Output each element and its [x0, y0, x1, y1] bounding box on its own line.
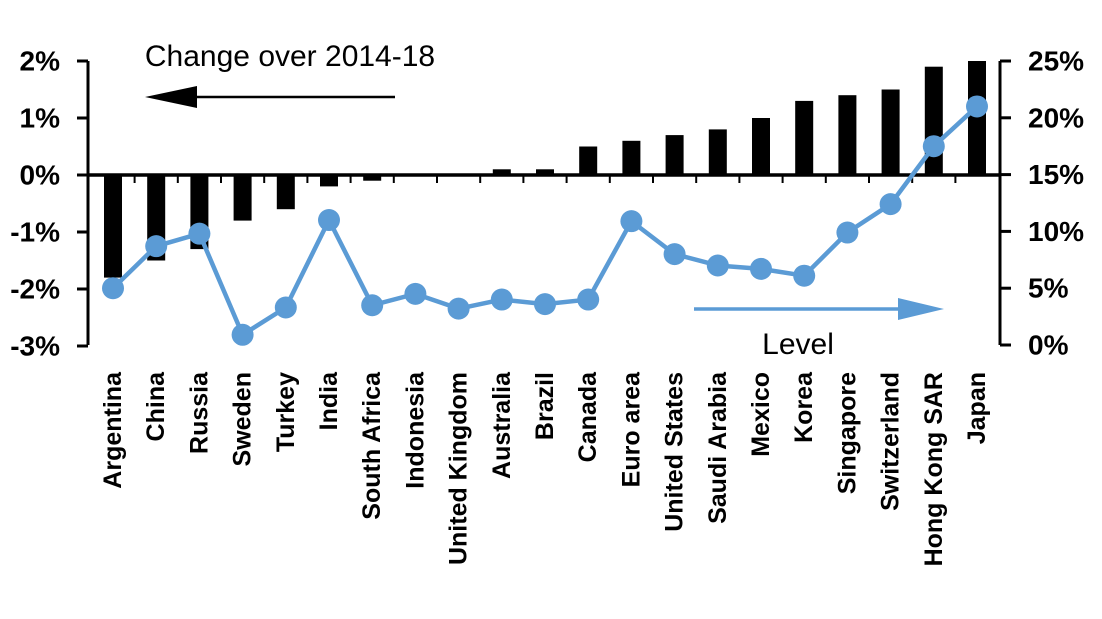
bar-brazil	[536, 169, 554, 175]
category-label-indonesia: Indonesia	[401, 371, 429, 489]
bar-canada	[579, 146, 598, 175]
line-point-canada	[577, 288, 600, 311]
line-point-mexico	[750, 257, 772, 280]
bar-series-layer	[104, 61, 986, 278]
line-point-china	[145, 235, 168, 258]
bar-hong-kong-sar	[924, 66, 943, 175]
bar-south-africa	[363, 175, 382, 181]
line-point-japan	[966, 95, 988, 118]
left-axis-tick-label: -3%	[10, 331, 60, 362]
right-axis-tick-label: 5%	[1028, 273, 1069, 304]
category-label-euro-area: Euro area	[617, 371, 645, 487]
line-point-switzerland	[879, 193, 902, 216]
category-label-russia: Russia	[185, 371, 213, 454]
bar-singapore	[838, 95, 857, 175]
bar-saudi-arabia	[708, 129, 727, 175]
category-label-china: China	[142, 371, 170, 442]
tick-label-layer: 2% 1% 0% -1% -2% -3% 25% 20% 15% 10% 5% 0%	[10, 46, 1084, 362]
line-point-hong-kong-sar	[922, 135, 945, 158]
right-axis-tick-label: 10%	[1028, 216, 1084, 247]
category-label-korea: Korea	[790, 371, 818, 443]
line-point-india	[318, 209, 340, 232]
left-axis-tick-label: 0%	[20, 160, 61, 191]
bar-sweden	[233, 175, 252, 221]
bar-switzerland	[881, 89, 900, 175]
category-label-mexico: Mexico	[747, 372, 775, 457]
bar-argentina	[104, 175, 122, 278]
left-axis-tick-label: -2%	[10, 274, 60, 305]
annotation-layer: Change over 2014-18 Level	[145, 40, 944, 361]
line-point-russia	[188, 222, 211, 245]
category-label-saudi-arabia: Saudi Arabia	[704, 371, 732, 524]
line-series-layer	[102, 95, 988, 346]
line-point-euro-area	[620, 210, 643, 233]
line-point-united-kingdom	[447, 297, 470, 320]
bar-india	[320, 175, 338, 187]
bar-australia	[492, 169, 511, 175]
bar-japan	[968, 61, 986, 175]
category-label-argentina: Argentina	[99, 371, 127, 489]
left-arrow-icon	[145, 86, 395, 108]
right-axis-tick-label: 0%	[1028, 330, 1069, 361]
line-point-south-africa	[361, 294, 384, 317]
category-label-switzerland: Switzerland	[877, 372, 905, 511]
line-point-singapore	[836, 221, 859, 244]
line-point-brazil	[534, 293, 556, 316]
category-label-japan: Japan	[963, 372, 991, 444]
bar-series-annotation: Change over 2014-18	[145, 40, 435, 73]
left-axis-tick-label: 2%	[20, 46, 61, 77]
line-point-saudi-arabia	[706, 254, 729, 277]
line-point-sweden	[231, 323, 254, 346]
line-point-indonesia	[404, 282, 427, 305]
line-point-australia	[490, 288, 513, 311]
category-label-australia: Australia	[488, 371, 516, 479]
left-axis-tick-label: -1%	[10, 217, 60, 248]
line-point-argentina	[102, 277, 124, 300]
line-point-korea	[793, 264, 816, 287]
right-axis-tick-label: 25%	[1028, 46, 1084, 77]
bar-united-states	[665, 135, 684, 175]
category-label-canada: Canada	[574, 371, 602, 462]
category-label-turkey: Turkey	[272, 372, 300, 452]
left-axis-tick-label: 1%	[20, 103, 61, 134]
line-point-turkey	[274, 296, 297, 319]
category-label-south-africa: South Africa	[358, 371, 386, 520]
category-label-india: India	[315, 371, 343, 430]
category-label-hong-kong-sar: Hong Kong SAR	[920, 372, 948, 566]
bar-mexico	[752, 118, 770, 175]
bar-turkey	[276, 175, 295, 210]
line-point-united-states	[663, 243, 686, 266]
category-label-united-kingdom: United Kingdom	[445, 372, 473, 565]
right-axis-tick-label: 15%	[1028, 159, 1084, 190]
right-axis-tick-label: 20%	[1028, 102, 1084, 133]
category-label-sweden: Sweden	[229, 372, 257, 466]
category-label-brazil: Brazil	[531, 372, 559, 440]
right-arrow-icon	[694, 298, 944, 320]
line-series-annotation: Level	[762, 328, 834, 361]
bar-korea	[795, 100, 814, 175]
category-label-layer: Argentina China Russia Sweden Turkey India Sou…	[99, 371, 991, 567]
bar-euro-area	[622, 140, 641, 175]
category-label-singapore: Singapore	[833, 372, 861, 494]
category-label-united-states: United States	[661, 372, 689, 532]
